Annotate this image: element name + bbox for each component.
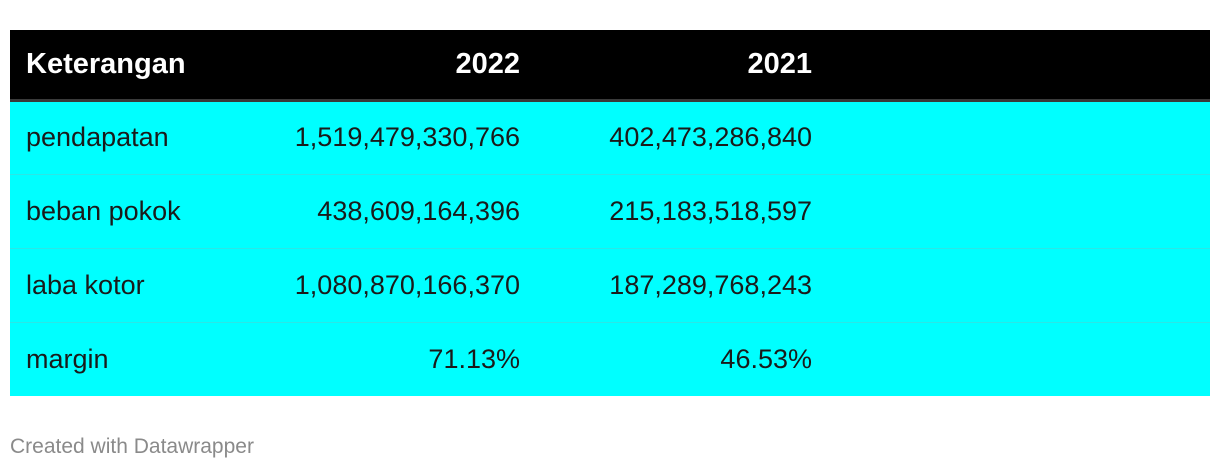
data-table-container: Keterangan 2022 2021 pendapatan 1,519,47… <box>10 30 1210 396</box>
cell-2022: 438,609,164,396 <box>250 173 520 248</box>
cell-2022: 1,519,479,330,766 <box>294 122 520 152</box>
row-label: margin <box>10 321 250 396</box>
cell-2022: 1,080,870,166,370 <box>250 247 520 322</box>
cell-2021: 215,183,518,597 <box>520 173 812 248</box>
data-table: Keterangan 2022 2021 pendapatan 1,519,47… <box>10 30 1210 396</box>
cell-empty <box>812 247 1210 322</box>
header-2022: 2022 <box>250 30 520 102</box>
row-label: beban pokok <box>10 173 250 248</box>
cell-empty <box>812 321 1210 396</box>
row-label: pendapatan <box>26 122 169 152</box>
cell-2021: 46.53% <box>520 321 812 396</box>
table-row: laba kotor 1,080,870,166,370 187,289,768… <box>10 247 1210 322</box>
table-row: beban pokok 438,609,164,396 215,183,518,… <box>10 173 1210 248</box>
table-body: pendapatan 1,519,479,330,766 402,473,286… <box>10 100 1210 396</box>
cell-empty <box>812 100 1210 174</box>
cell-2021: 187,289,768,243 <box>520 247 812 322</box>
cell-empty <box>812 173 1210 248</box>
table-row: pendapatan 1,519,479,330,766 402,473,286… <box>10 100 1210 174</box>
header-row: Keterangan 2022 2021 <box>10 30 1210 102</box>
table-header: Keterangan 2022 2021 <box>10 30 1210 102</box>
table-row: margin 71.13% 46.53% <box>10 321 1210 396</box>
header-keterangan: Keterangan <box>10 30 250 102</box>
row-label: laba kotor <box>10 247 250 322</box>
header-2021: 2021 <box>520 30 812 102</box>
cell-2021: 402,473,286,840 <box>609 122 812 152</box>
header-empty <box>812 30 1210 102</box>
cell-2022: 71.13% <box>250 321 520 396</box>
datawrapper-credit: Created with Datawrapper <box>10 435 254 458</box>
